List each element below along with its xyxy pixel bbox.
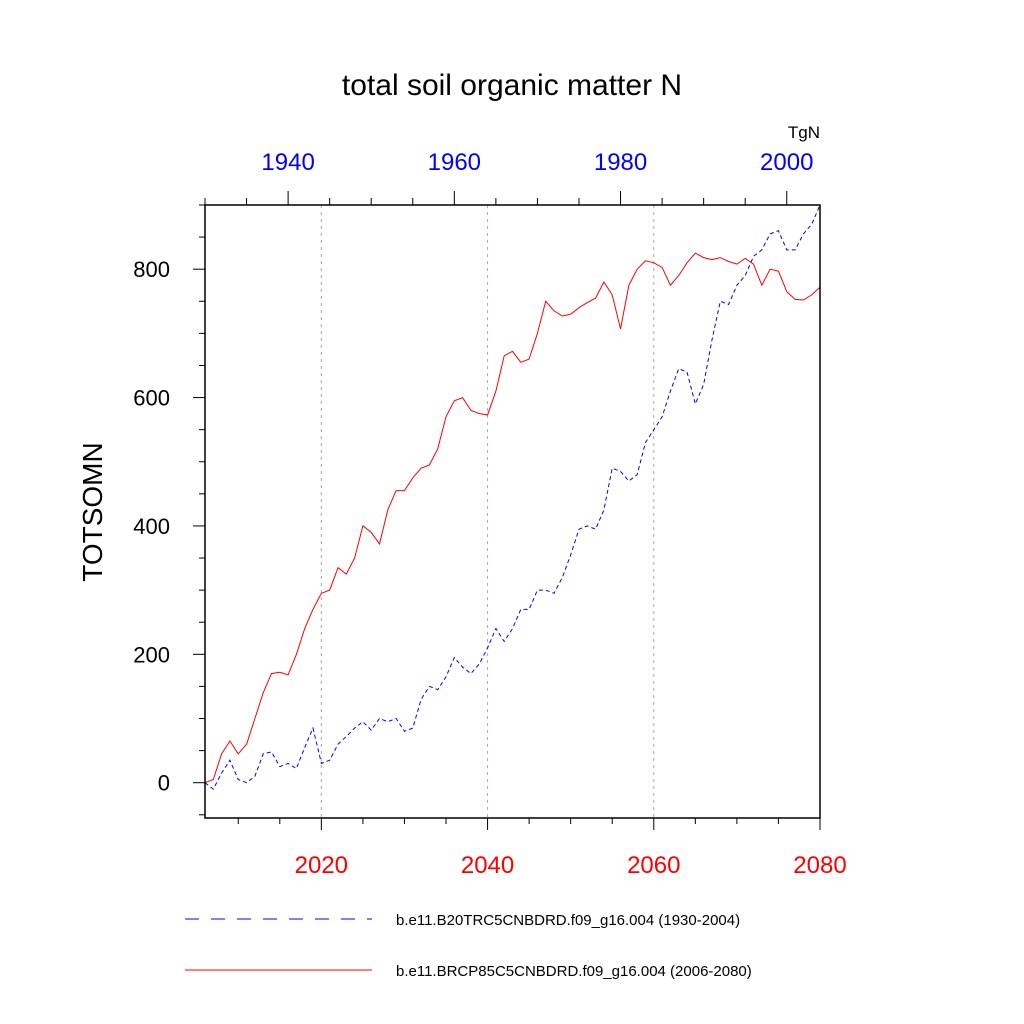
chart-title: total soil organic matter N [342, 69, 682, 102]
x-top-tick-label: 1960 [428, 149, 481, 176]
plot-frame [204, 204, 821, 819]
series-line-1 [204, 204, 821, 790]
x-top-tick-label: 1980 [594, 149, 647, 176]
y-tick-label: 0 [158, 771, 170, 796]
x-top-tick-label: 1940 [261, 149, 314, 176]
y-axis-label: TOTSOMN [77, 442, 108, 581]
y-tick-label: 800 [133, 257, 170, 282]
legend-label-1: b.e11.B20TRC5CNBDRD.f09_g16.004 (1930-20… [396, 912, 740, 929]
axis-ticks [193, 191, 821, 830]
x-bottom-tick-label: 2060 [627, 852, 680, 879]
y-tick-label: 400 [133, 514, 170, 539]
x-bottom-tick-label: 2080 [793, 852, 846, 879]
grid-lines [320, 205, 655, 818]
series-line-2 [204, 252, 821, 784]
legend-label-2: b.e11.BRCP85C5CNBDRD.f09_g16.004 (2006-2… [396, 963, 752, 980]
y-tick-label: 200 [133, 642, 170, 667]
x-top-tick-label: 2000 [760, 149, 813, 176]
y-tick-label: 600 [133, 386, 170, 411]
units-label: TgN [788, 123, 820, 142]
tick-labels: 2020 2040 2060 2080 1940 1960 1980 2000 0 200 400 6… [133, 149, 846, 879]
series-lines [204, 204, 821, 790]
x-bottom-tick-label: 2020 [295, 852, 348, 879]
x-bottom-tick-label: 2040 [461, 852, 514, 879]
legend: b.e11.B20TRC5CNBDRD.f09_g16.004 (1930-20… [185, 912, 752, 980]
